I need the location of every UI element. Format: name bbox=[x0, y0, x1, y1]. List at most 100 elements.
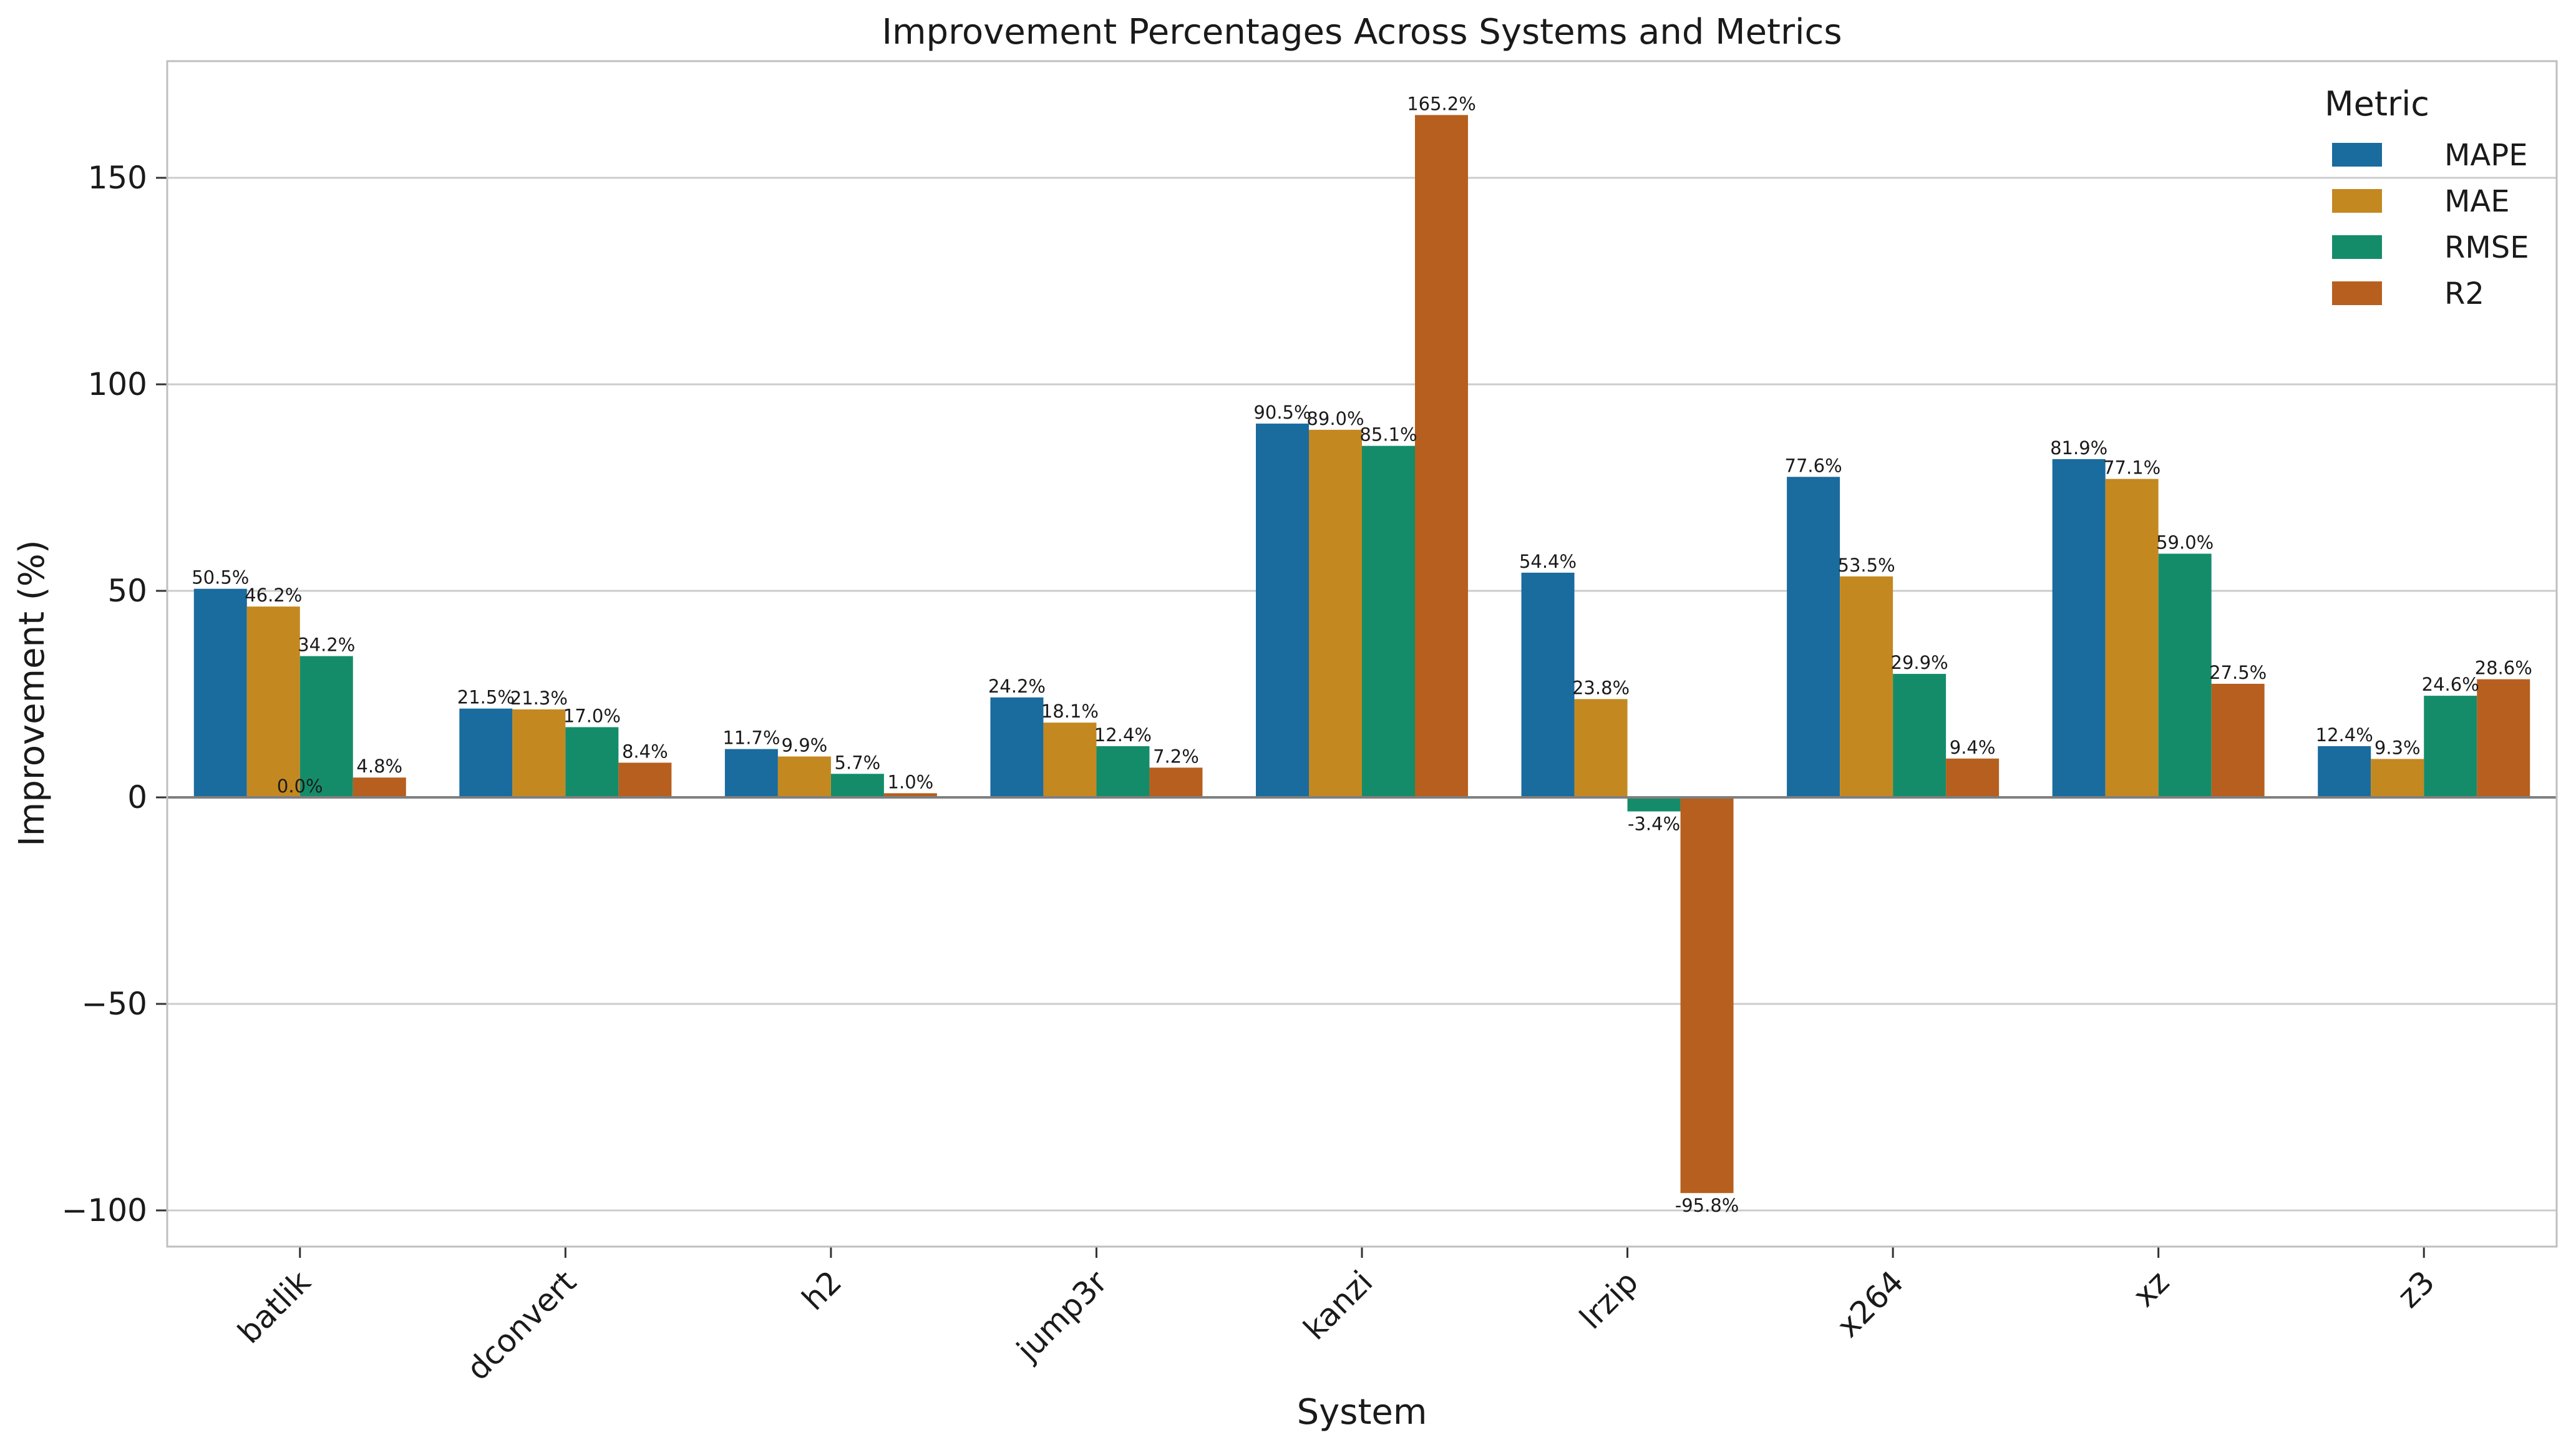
data-label-mape-z3: 12.4% bbox=[2316, 724, 2373, 746]
data-label-mape-lrzip: 54.4% bbox=[1519, 551, 1577, 572]
legend-label-rmse: RMSE bbox=[2444, 230, 2529, 265]
bar-r2-x264 bbox=[1946, 758, 2000, 797]
y-axis-label: Improvement (%) bbox=[12, 540, 52, 846]
data-label-mape-xz: 81.9% bbox=[2050, 437, 2107, 459]
bar-r2-dconvert bbox=[618, 762, 672, 797]
bar-mae-kanzi bbox=[1309, 429, 1362, 797]
data-label-mae-lrzip: 23.8% bbox=[1572, 677, 1630, 698]
x-tick-label-h2: h2 bbox=[795, 1263, 848, 1317]
legend-swatch-rmse bbox=[2332, 235, 2382, 259]
data-label-rmse-lrzip: -3.4% bbox=[1628, 814, 1680, 835]
data-label-mae-dconvert: 21.3% bbox=[510, 688, 568, 709]
bar-r2-lrzip bbox=[1680, 797, 1734, 1194]
data-label-r2-lrzip: -95.8% bbox=[1675, 1195, 1739, 1216]
legend-swatch-mape bbox=[2332, 143, 2382, 167]
data-label-r2-x264: 9.4% bbox=[1950, 737, 1996, 758]
data-label-rmse-x264: 29.9% bbox=[1891, 652, 1948, 673]
annotation-label: 0.0% bbox=[277, 776, 323, 797]
data-label-r2-kanzi: 165.2% bbox=[1407, 93, 1476, 114]
x-tick-label-x264: x264 bbox=[1830, 1263, 1910, 1344]
bar-rmse-h2 bbox=[830, 774, 884, 797]
x-tick-label-kanzi: kanzi bbox=[1296, 1263, 1379, 1346]
data-label-rmse-xz: 59.0% bbox=[2156, 532, 2214, 553]
bar-mae-lrzip bbox=[1574, 699, 1628, 797]
y-tick-label: 100 bbox=[88, 366, 147, 402]
bar-mape-jump3r bbox=[990, 697, 1044, 797]
bar-r2-z3 bbox=[2477, 679, 2530, 797]
y-tick-label: −100 bbox=[62, 1192, 147, 1229]
bar-r2-xz bbox=[2211, 683, 2265, 797]
data-label-rmse-h2: 5.7% bbox=[835, 752, 881, 773]
x-tick-label-dconvert: dconvert bbox=[460, 1263, 583, 1387]
legend-label-mae: MAE bbox=[2444, 184, 2510, 219]
legend-title: Metric bbox=[2325, 84, 2429, 124]
data-label-mae-z3: 9.3% bbox=[2374, 737, 2421, 758]
bar-r2-kanzi bbox=[1415, 115, 1468, 798]
data-label-mape-dconvert: 21.5% bbox=[457, 687, 515, 708]
data-label-r2-z3: 28.6% bbox=[2475, 658, 2532, 679]
plot-frame bbox=[166, 60, 2558, 1248]
data-label-r2-dconvert: 8.4% bbox=[622, 741, 668, 762]
bar-mape-batlik bbox=[193, 588, 247, 797]
bar-mae-batlik bbox=[246, 606, 300, 797]
data-labels: 50.5%46.2% 34.2% 4.8% 21.5%21.3%17.0%8.4% 11… bbox=[192, 93, 2532, 1216]
bar-mape-h2 bbox=[724, 749, 778, 797]
legend-swatch-mae bbox=[2332, 189, 2382, 213]
bar-mae-h2 bbox=[777, 756, 831, 797]
y-tick-label: 0 bbox=[127, 779, 147, 815]
data-label-mae-jump3r: 18.1% bbox=[1041, 701, 1099, 722]
x-axis-label: System bbox=[1297, 1392, 1427, 1433]
x-tick-label-batlik: batlik bbox=[231, 1263, 318, 1350]
legend-label-mape: MAPE bbox=[2444, 138, 2528, 173]
bar-mape-lrzip bbox=[1521, 572, 1575, 797]
y-axis: −100 −50 0 50 100 150 bbox=[62, 160, 167, 1229]
bar-mae-z3 bbox=[2371, 759, 2424, 797]
data-label-mae-batlik: 46.2% bbox=[245, 585, 302, 606]
data-label-mape-jump3r: 24.2% bbox=[988, 676, 1046, 697]
bar-rmse-xz bbox=[2158, 553, 2212, 797]
bar-r2-batlik bbox=[352, 777, 406, 797]
y-tick-label: −50 bbox=[81, 986, 147, 1022]
data-label-mape-batlik: 50.5% bbox=[192, 567, 249, 588]
data-label-rmse-kanzi: 85.1% bbox=[1359, 424, 1417, 445]
data-label-r2-xz: 27.5% bbox=[2209, 662, 2267, 683]
bar-rmse-lrzip bbox=[1627, 797, 1681, 812]
bar-mape-dconvert bbox=[459, 708, 513, 797]
data-label-rmse-batlik: 34.2% bbox=[298, 635, 355, 656]
bar-mae-dconvert bbox=[512, 709, 566, 797]
y-tick-label: 50 bbox=[107, 573, 147, 609]
x-tick-label-jump3r: jump3r bbox=[1009, 1263, 1114, 1368]
data-label-rmse-jump3r: 12.4% bbox=[1094, 724, 1152, 746]
x-axis: batlik dconvert h2 jump3r kanzi lrzip x264 xz z3 bbox=[231, 1247, 2442, 1387]
data-label-rmse-z3: 24.6% bbox=[2422, 674, 2479, 695]
x-tick-label-xz: xz bbox=[2126, 1263, 2176, 1313]
bar-mape-kanzi bbox=[1256, 423, 1309, 797]
bar-rmse-batlik bbox=[299, 656, 353, 797]
bar-r2-jump3r bbox=[1149, 767, 1203, 797]
bar-r2-h2 bbox=[883, 793, 937, 797]
data-label-r2-jump3r: 7.2% bbox=[1153, 746, 1199, 767]
data-label-mae-x264: 53.5% bbox=[1838, 555, 1895, 576]
bar-mape-x264 bbox=[1787, 477, 1840, 797]
data-label-mae-h2: 9.9% bbox=[782, 734, 828, 756]
bars bbox=[193, 115, 2530, 1194]
bar-mae-jump3r bbox=[1043, 723, 1097, 797]
legend-label-r2: R2 bbox=[2444, 276, 2484, 311]
bar-mape-xz bbox=[2052, 459, 2106, 797]
chart-title: Improvement Percentages Across Systems a… bbox=[882, 12, 1842, 52]
bar-rmse-z3 bbox=[2424, 696, 2477, 797]
data-label-r2-batlik: 4.8% bbox=[356, 756, 402, 777]
data-label-r2-h2: 1.0% bbox=[888, 771, 934, 792]
data-label-mae-xz: 77.1% bbox=[2103, 457, 2160, 479]
data-label-mape-x264: 77.6% bbox=[1785, 455, 1842, 476]
bar-mae-x264 bbox=[1840, 576, 1893, 797]
bar-rmse-kanzi bbox=[1362, 445, 1415, 797]
legend-swatch-r2 bbox=[2332, 281, 2382, 305]
y-tick-label: 150 bbox=[88, 160, 147, 196]
bar-rmse-dconvert bbox=[565, 727, 619, 797]
bar-mape-z3 bbox=[2318, 746, 2371, 797]
x-tick-label-lrzip: lrzip bbox=[1573, 1263, 1645, 1336]
data-label-rmse-dconvert: 17.0% bbox=[563, 705, 621, 726]
